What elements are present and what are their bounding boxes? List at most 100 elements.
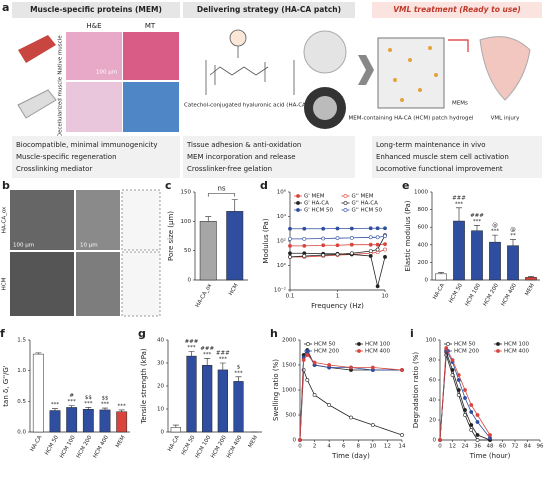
y-axis-label: Swelling ratio (%): [272, 359, 280, 421]
patch-photo: [313, 96, 337, 120]
marker: [463, 396, 467, 400]
panel-label: b: [2, 179, 10, 192]
significance: ***: [473, 219, 482, 225]
x-tick-label: 60: [499, 444, 506, 450]
y-tick-label: 10²: [277, 238, 286, 245]
series-line: [439, 354, 490, 441]
y-tick-label: 0: [188, 278, 192, 284]
significance: ###: [452, 195, 466, 201]
marker: [469, 428, 474, 432]
marker: [475, 438, 480, 442]
bullet-text: Biocompatible, minimal immunogenicity: [16, 141, 158, 149]
bar: [170, 427, 181, 433]
panel-label: f: [0, 327, 5, 340]
error-bar: [231, 199, 238, 212]
sem-image: [76, 190, 120, 250]
y-tick-label: 20: [429, 418, 436, 424]
patch-photo: [303, 30, 347, 74]
x-tick-label: 0.1: [286, 294, 295, 300]
significance: ###: [200, 346, 214, 352]
legend-marker: [306, 349, 310, 353]
header-box: [372, 2, 542, 18]
marker: [288, 243, 292, 248]
panel-label: g: [138, 327, 146, 340]
legend-label: G'' MEM: [352, 194, 374, 200]
marker: [456, 388, 461, 392]
legend-marker: [343, 194, 348, 198]
bar: [435, 273, 447, 281]
marker: [475, 413, 480, 417]
marker: [383, 226, 387, 231]
row-label: Native muscle: [58, 35, 64, 75]
marker: [463, 408, 467, 412]
bar: [49, 410, 61, 433]
y-axis-label: Tensile strength (kPa): [140, 348, 148, 425]
series-line: [439, 348, 491, 441]
bar: [32, 353, 44, 433]
x-tick-label: HCM 400: [92, 434, 110, 459]
significance: ***: [118, 403, 127, 409]
significance: @: [510, 227, 516, 233]
marker: [301, 358, 306, 362]
error-bar: [204, 358, 211, 366]
legend-marker: [296, 194, 300, 198]
legend-label: G' HCM 50: [304, 208, 333, 214]
bullet-box: [372, 136, 542, 178]
legend-label: G'' HCM 50: [352, 208, 383, 214]
bullet-text: Crosslinker-free gelation: [187, 165, 272, 173]
x-tick-label: MEM: [248, 435, 260, 449]
bar: [99, 409, 111, 433]
legend-marker: [306, 342, 310, 346]
significance: ***: [203, 352, 212, 358]
sem-image: [10, 190, 74, 250]
bracket: [207, 193, 236, 197]
significance: ***: [219, 357, 228, 363]
scale-bar: 10 μm: [80, 243, 98, 249]
legend-label: HCM 400: [504, 349, 529, 355]
error-bar: [219, 362, 226, 370]
x-tick-label: HCM 400: [500, 282, 518, 307]
panel-label: h: [270, 327, 278, 340]
histology-image: [123, 82, 179, 132]
histology-image: [66, 32, 122, 80]
panel-label: e: [402, 179, 409, 192]
x-tick-label: 12: [449, 444, 456, 450]
arrow: [358, 55, 374, 85]
y-tick-label: 200: [418, 260, 429, 266]
y-tick-label: 1500: [282, 363, 296, 369]
bullet-text: Crosslinking mediator: [16, 165, 92, 173]
bullet-text: MEM incorporation and release: [187, 153, 296, 161]
bar: [66, 407, 78, 433]
schematic: [121, 251, 161, 317]
y-tick-label: 100: [181, 219, 192, 225]
legend-label: HCM 50: [314, 342, 336, 348]
legend-label: HCM 200: [314, 349, 339, 355]
y-tick-label: 800: [418, 207, 429, 213]
bar: [233, 381, 244, 433]
panel-label: c: [165, 179, 172, 192]
mems-label: MEMs: [452, 101, 468, 107]
marker: [368, 226, 373, 231]
bullet-text: Long-term maintenance in vivo: [376, 141, 486, 149]
error-bar: [188, 351, 195, 357]
marker: [469, 403, 474, 407]
marker: [456, 378, 461, 382]
significance: $$: [102, 396, 109, 402]
x-tick-label: HCM 200: [482, 282, 500, 307]
sem-image: [10, 252, 74, 316]
marker: [450, 368, 455, 372]
y-tick-label: 10⁴: [277, 213, 287, 220]
panel-label: a: [2, 1, 9, 14]
x-tick-label: 6: [342, 444, 346, 450]
error-bar: [35, 352, 42, 355]
section-title: Delivering strategy (HA-CA patch): [197, 5, 341, 14]
marker: [375, 226, 380, 231]
marker: [375, 242, 380, 247]
bar: [525, 277, 537, 281]
y-tick-label: 2000: [282, 338, 296, 344]
error-bar: [235, 376, 242, 382]
bar: [186, 355, 197, 433]
significance: ***: [234, 370, 243, 376]
schematic: [121, 189, 161, 251]
stain-label: H&E: [86, 22, 101, 30]
